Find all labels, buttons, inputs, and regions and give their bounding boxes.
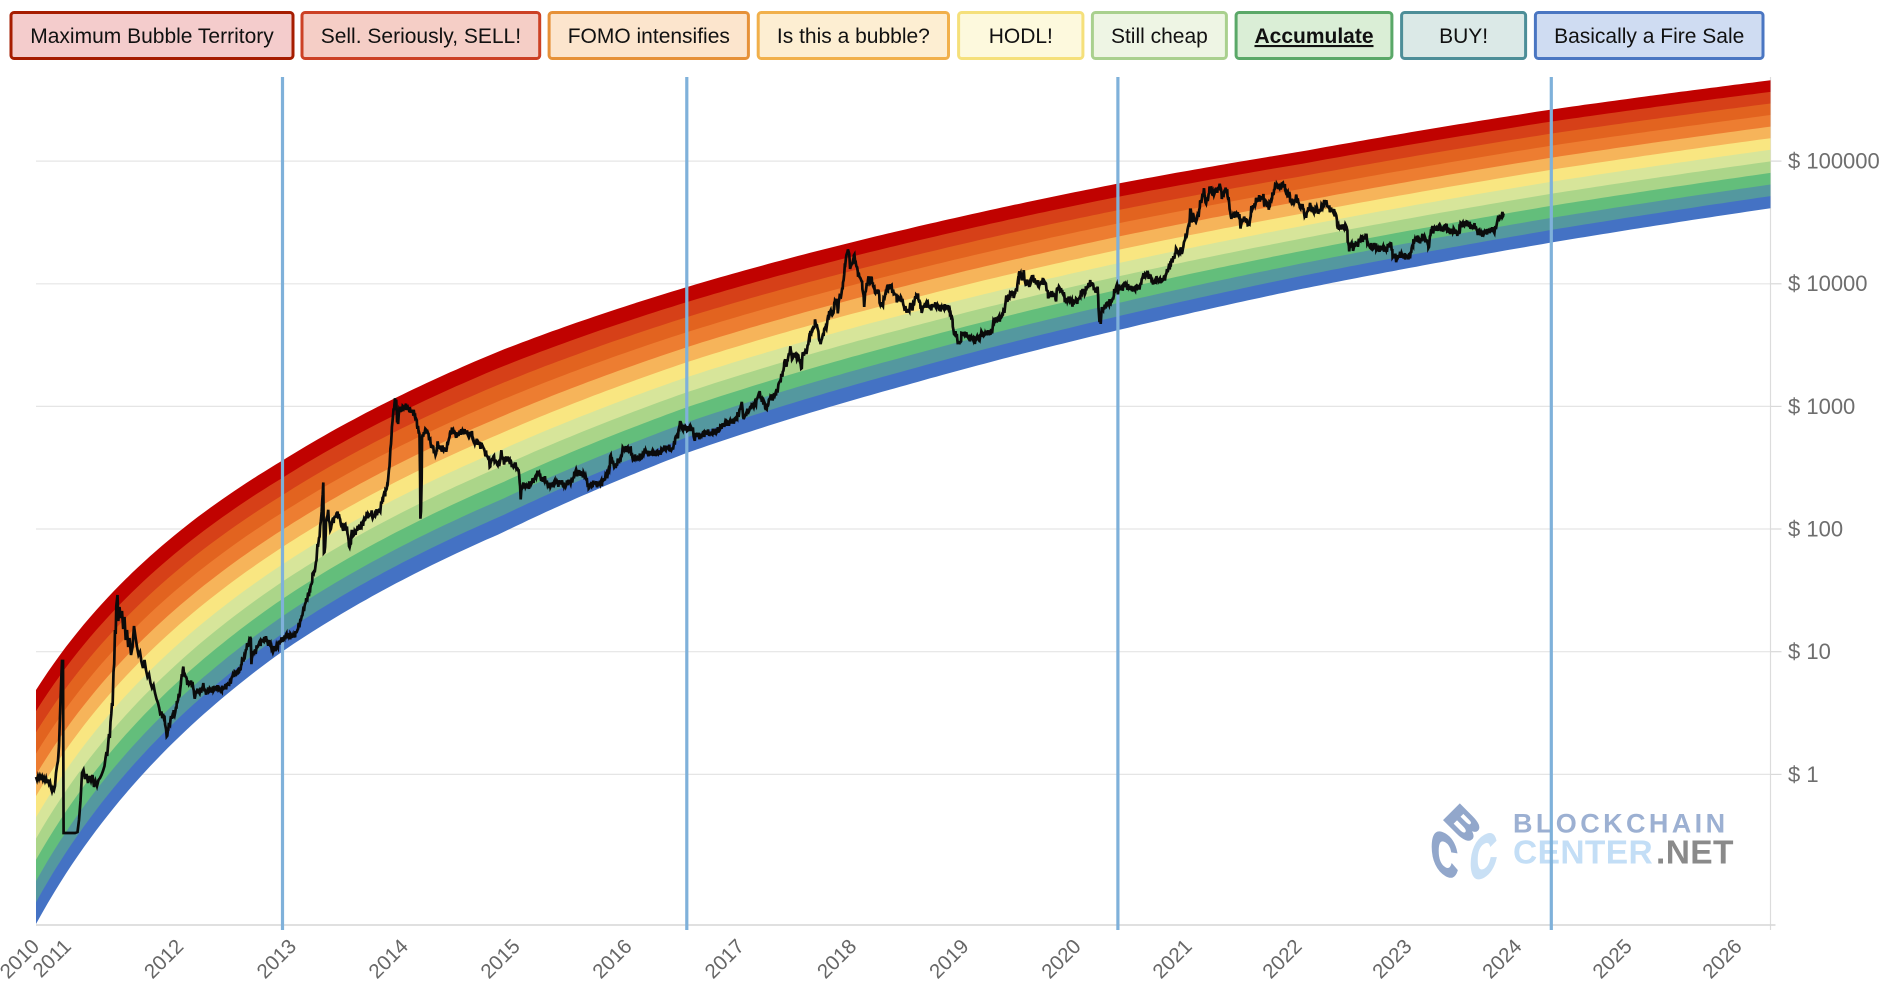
svg-text:Sell. Seriously, SELL!: Sell. Seriously, SELL! [321,25,521,48]
svg-text:Maximum Bubble Territory: Maximum Bubble Territory [30,25,274,48]
svg-text:$ 100000: $ 100000 [1788,149,1880,174]
svg-text:FOMO intensifies: FOMO intensifies [568,25,730,48]
svg-text:Accumulate: Accumulate [1254,25,1373,48]
svg-text:Still cheap: Still cheap [1111,25,1208,48]
svg-text:CENTER: CENTER [1513,835,1653,872]
svg-text:$ 10: $ 10 [1788,639,1831,664]
svg-text:$ 100: $ 100 [1788,517,1843,542]
svg-text:$ 1000: $ 1000 [1788,394,1855,419]
svg-text:.NET: .NET [1656,835,1734,872]
svg-text:BUY!: BUY! [1439,25,1488,48]
svg-text:Is this a bubble?: Is this a bubble? [777,25,930,48]
svg-text:HODL!: HODL! [989,25,1053,48]
svg-text:BLOCKCHAIN: BLOCKCHAIN [1513,809,1729,839]
svg-text:$ 10000: $ 10000 [1788,271,1868,296]
svg-text:$ 1: $ 1 [1788,762,1819,787]
svg-text:Basically a Fire Sale: Basically a Fire Sale [1554,25,1744,48]
